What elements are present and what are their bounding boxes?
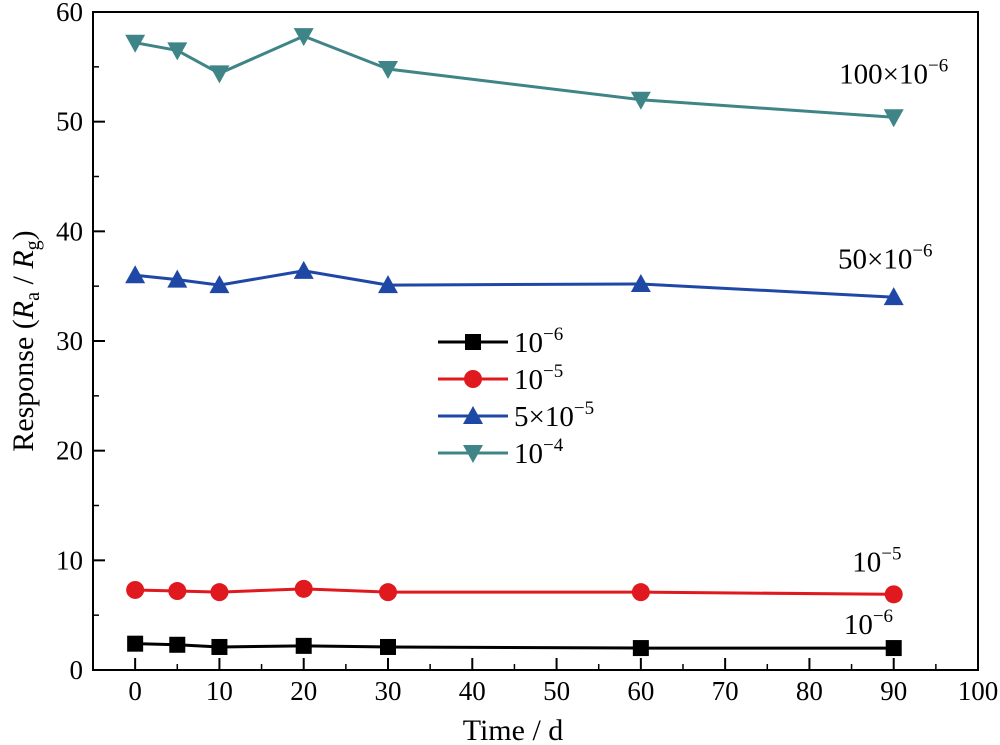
data-point xyxy=(168,582,187,601)
y-axis-label-mid: / xyxy=(7,269,40,292)
y-tick-label: 40 xyxy=(56,216,83,246)
data-point xyxy=(169,636,186,653)
legend-label: 10−5 xyxy=(514,361,563,396)
y-axis-label-rg: R xyxy=(7,250,40,269)
data-point xyxy=(293,260,314,279)
data-point xyxy=(631,583,650,602)
y-axis-label-suffix: ) xyxy=(7,230,40,240)
data-point xyxy=(167,269,188,288)
series-group xyxy=(126,579,903,604)
x-tick-label: 40 xyxy=(459,676,486,706)
y-axis-label-sub-a: a xyxy=(22,292,44,301)
data-point xyxy=(209,65,230,84)
legend-marker xyxy=(463,406,483,424)
series-annotation: 100×10−6 xyxy=(839,55,948,90)
x-tick-label: 90 xyxy=(880,676,907,706)
x-tick-label: 20 xyxy=(290,676,317,706)
x-tick-label: 30 xyxy=(375,676,402,706)
data-point xyxy=(378,275,398,294)
data-point xyxy=(630,91,651,110)
data-point xyxy=(127,635,144,652)
x-tick-label: 60 xyxy=(627,676,654,706)
x-tick-label: 70 xyxy=(712,676,739,706)
legend-label: 10−4 xyxy=(514,435,564,470)
y-tick-label: 0 xyxy=(70,655,84,685)
data-point xyxy=(883,287,904,306)
series-line xyxy=(134,269,894,299)
series-annotation: 10−6 xyxy=(844,606,893,641)
data-point xyxy=(295,637,312,654)
y-tick-label: 60 xyxy=(56,0,83,27)
x-axis-label: Time / d xyxy=(463,714,564,745)
data-point xyxy=(884,585,903,604)
legend-label: 10−6 xyxy=(514,324,563,359)
x-tick-label: 10 xyxy=(206,676,233,706)
annotations-layer: 100×10−6 50×10−6 10−5 10−6 xyxy=(838,55,948,641)
series-annotation: 10−5 xyxy=(852,543,901,578)
series-group xyxy=(125,28,904,128)
data-point xyxy=(211,638,228,655)
data-point xyxy=(380,638,396,655)
legend-marker xyxy=(464,370,482,388)
y-axis-label-prefix: Response ( xyxy=(7,319,40,451)
legend-item: 10−4 xyxy=(438,435,564,470)
series-group xyxy=(127,635,902,657)
legend-item: 10−6 xyxy=(438,324,563,359)
data-point xyxy=(167,42,188,61)
data-point xyxy=(294,579,313,598)
y-axis-label-sub-g: g xyxy=(22,240,44,250)
data-point xyxy=(125,265,146,284)
data-point xyxy=(378,61,398,80)
data-point xyxy=(125,34,146,53)
y-tick-label: 20 xyxy=(56,436,83,466)
series-line xyxy=(135,587,894,596)
x-tick-label: 100 xyxy=(958,676,999,706)
y-tick-label: 30 xyxy=(56,326,83,356)
axis-ticks: 0 10 20 30 40 50 60 70 80 90 100 0 10 20 30 40 50 60 xyxy=(56,0,998,706)
x-tick-label: 0 xyxy=(128,676,142,706)
data-point xyxy=(632,640,649,657)
legend-label: 5×10−5 xyxy=(514,398,594,433)
data-point xyxy=(210,583,229,602)
legend-item: 10−5 xyxy=(438,361,563,396)
data-point xyxy=(126,580,145,599)
series-group xyxy=(125,260,904,306)
legend-item: 5×10−5 xyxy=(438,398,594,433)
y-axis-label: Response (Ra / Rg) xyxy=(7,230,44,451)
data-point xyxy=(379,583,397,602)
legend-marker xyxy=(463,445,483,463)
legend: 10−610−55×10−510−4 xyxy=(438,324,594,470)
data-point xyxy=(883,109,904,128)
series-annotation: 50×10−6 xyxy=(838,241,933,276)
x-tick-label: 50 xyxy=(543,676,570,706)
data-point xyxy=(885,640,902,657)
y-tick-label: 10 xyxy=(56,545,83,575)
x-tick-label: 80 xyxy=(796,676,823,706)
series-line xyxy=(134,34,894,119)
data-point xyxy=(293,28,314,47)
y-tick-label: 50 xyxy=(56,107,83,137)
data-point xyxy=(209,275,230,294)
y-axis-label-ra: R xyxy=(7,301,40,320)
data-point xyxy=(630,273,651,292)
legend-marker xyxy=(465,334,481,350)
series-layer xyxy=(125,28,904,657)
series-line xyxy=(135,642,894,650)
